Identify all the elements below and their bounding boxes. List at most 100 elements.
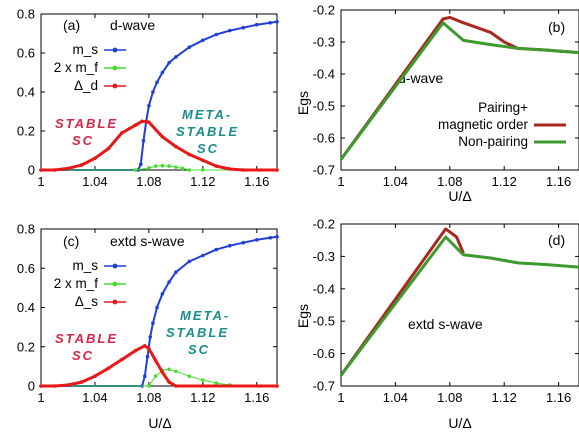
panel-a-series-0-point-7 bbox=[155, 80, 159, 85]
panel-a-series-2-point-16 bbox=[241, 168, 246, 172]
panel-a-ytick-label-1: 0.2 bbox=[17, 124, 35, 139]
panel-c-ytick-label-2: 0.4 bbox=[17, 300, 35, 315]
panel-c-ytick-label-3: 0.6 bbox=[17, 261, 35, 276]
panel-c-stable-text: STABLE bbox=[55, 331, 118, 346]
panel-a-series-0-point-8 bbox=[160, 70, 165, 75]
panel-c-series-1-point-6 bbox=[187, 374, 192, 379]
panel-d-series-0-line bbox=[339, 227, 465, 377]
legend-a-mf: 2 x m_f bbox=[54, 60, 99, 75]
panel-a-series-2-point-1 bbox=[52, 168, 57, 172]
panel-d-ytick-label-5: -0.7 bbox=[313, 379, 335, 394]
panel-d-ytick-label-2: -0.4 bbox=[313, 281, 335, 296]
panel-d-xtick-label-3: 1.12 bbox=[492, 390, 517, 405]
panel-a-xtick-label-2: 1.08 bbox=[136, 174, 161, 189]
legend-c-sample-dot-1 bbox=[112, 281, 118, 287]
panel-c-ytick-label-1: 0.2 bbox=[17, 339, 35, 354]
panel-a-series-2-point-17 bbox=[275, 168, 279, 172]
panel-a-meta-sc-text: SC bbox=[197, 141, 219, 156]
panel-c-series-2-point-9 bbox=[147, 346, 151, 351]
panel-c-series-0-line bbox=[41, 235, 278, 387]
panel-c-series-1-point-7 bbox=[201, 378, 205, 382]
panel-c-series-2-point-10 bbox=[153, 358, 158, 363]
panel-b-series-1-line bbox=[339, 21, 579, 161]
panel-a-series-2-point-10 bbox=[160, 135, 165, 139]
panel-b-label: (b) bbox=[548, 19, 565, 35]
panel-a-xtick-label-3: 1.12 bbox=[190, 174, 215, 189]
panel-c-series-0-point-7 bbox=[160, 292, 165, 296]
panel-a-series-1-point-8 bbox=[187, 168, 192, 172]
panel-c-series-2-point-0 bbox=[39, 384, 43, 388]
panel-a-series-2-point-3 bbox=[79, 163, 84, 167]
panel-d-label: (d) bbox=[548, 232, 565, 248]
panel-d-xtick-label-4: 1.16 bbox=[546, 390, 571, 405]
panel-c-xtick-label-4: 1.16 bbox=[244, 390, 269, 405]
legend-a-sample-dot-2 bbox=[112, 83, 118, 89]
panel-c-series-2-point-7 bbox=[133, 348, 138, 353]
panel-c-series-0-point-9 bbox=[174, 270, 178, 275]
panel-b-ytick-label-3: -0.5 bbox=[313, 99, 335, 114]
panel-d-ytick-label-4: -0.6 bbox=[313, 346, 335, 361]
panel-d-annotation: extd s-wave bbox=[408, 316, 483, 332]
legend-b-nonpairing: Non-pairing bbox=[458, 134, 528, 149]
panel-c-xtick-label-2: 1.08 bbox=[136, 390, 161, 405]
panel-a-series-2-point-9 bbox=[147, 120, 151, 124]
panel-a-series-2-point-0 bbox=[39, 168, 43, 172]
panel-d-ytick-label-1: -0.3 bbox=[313, 249, 335, 264]
panel-b-xtick-label-0: 1 bbox=[337, 174, 344, 189]
panel-a-series-1-point-7 bbox=[180, 166, 185, 171]
panel-c-series-0-point-6 bbox=[155, 305, 159, 310]
panel-a-series-0-point-18 bbox=[275, 20, 279, 24]
panel-b-annotation: d-wave bbox=[398, 70, 443, 86]
panel-c-legend: m_s 2 x m_f Δ_s bbox=[54, 258, 99, 309]
panel-a-series-2-point-11 bbox=[174, 144, 178, 149]
panel-b-xtick-label-2: 1.08 bbox=[437, 174, 462, 189]
panel-c-series-1-point-4 bbox=[167, 367, 171, 372]
panel-a-series-1-point-3 bbox=[153, 164, 158, 168]
panel-c-series-0-point-11 bbox=[201, 253, 205, 258]
panel-b-xtick-label-3: 1.12 bbox=[492, 174, 517, 189]
panel-a-series-2-point-6 bbox=[120, 131, 124, 135]
panel-a-xtick-label-1: 1.04 bbox=[82, 174, 107, 189]
panel-c-series-2-point-12 bbox=[167, 380, 171, 384]
panel-b-xtick-label-1: 1.04 bbox=[383, 174, 408, 189]
panel-d-ylabel: Egs bbox=[295, 304, 311, 328]
panel-a-stable-text: STABLE bbox=[55, 116, 118, 131]
panel-a-series-2-point-14 bbox=[214, 164, 219, 168]
panel-c-series-2-point-14 bbox=[275, 384, 279, 388]
panel-c-series-2-point-8 bbox=[143, 344, 147, 348]
panel-a-series-2-point-13 bbox=[201, 158, 205, 163]
panel-a-series-0-point-6 bbox=[151, 90, 155, 94]
panel-c-series-2-point-11 bbox=[160, 370, 165, 375]
panel-a-series-0-point-9 bbox=[167, 61, 171, 65]
panel-c-series-0-point-5 bbox=[151, 321, 155, 326]
panel-b-ytick-label-1: -0.3 bbox=[313, 35, 335, 50]
panel-d-series-1-line bbox=[339, 235, 579, 377]
legend-a-sample-dot-1 bbox=[112, 65, 118, 71]
panel-a-series-2-point-15 bbox=[228, 167, 232, 171]
panel-c-series-1-point-8 bbox=[214, 381, 219, 385]
panel-a-series-2-point-2 bbox=[66, 166, 70, 171]
panel-c-series-1-point-1 bbox=[147, 384, 151, 388]
panel-a-series-2-line bbox=[41, 119, 277, 172]
panel-a-ytick-label-3: 0.6 bbox=[17, 46, 35, 61]
panel-c-meta-text: META- bbox=[180, 308, 230, 323]
panel-b-legend: Pairing+ magnetic order Non-pairing bbox=[438, 100, 529, 149]
panel-a-series-2-point-7 bbox=[133, 123, 138, 127]
panel-b-ytick-label-4: -0.6 bbox=[313, 131, 335, 146]
legend-c-delta: Δ_s bbox=[75, 294, 99, 309]
panel-c-series-1-point-5 bbox=[174, 369, 178, 374]
panel-c-series-0-point-3 bbox=[145, 354, 150, 359]
panel-b-frame bbox=[340, 9, 579, 171]
legend-a-delta: Δ_d bbox=[74, 78, 98, 93]
legend-a-ms: m_s bbox=[72, 42, 98, 57]
panel-a-ytick-label-0: 0 bbox=[28, 163, 35, 178]
panel-a-series-1-point-4 bbox=[160, 163, 165, 168]
panel-c-ytick-label-0: 0 bbox=[28, 379, 35, 394]
panel-a-xtick-label-4: 1.16 bbox=[244, 174, 269, 189]
panel-c-series-2-point-13 bbox=[174, 384, 178, 388]
panel-a-series-2-point-8 bbox=[140, 119, 144, 124]
panel-b-xtick-label-4: 1.16 bbox=[546, 174, 571, 189]
panel-a-series-0-point-14 bbox=[228, 28, 232, 33]
panel-a-series-0-point-12 bbox=[201, 38, 205, 43]
